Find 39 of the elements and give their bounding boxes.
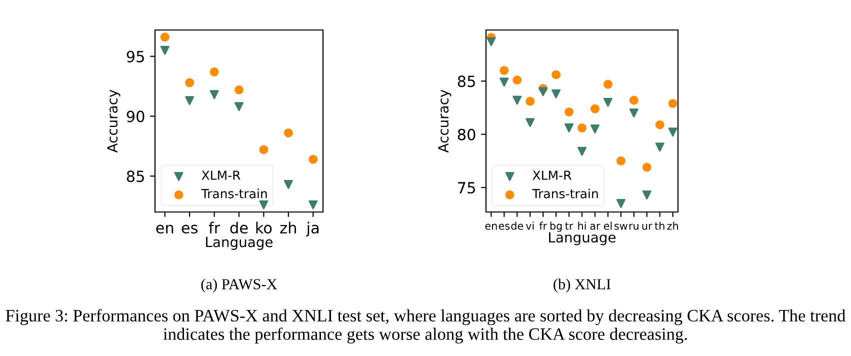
x-tick-label: ko xyxy=(256,222,272,234)
x-tick-label: el xyxy=(604,222,612,230)
legend-label: Trans-train xyxy=(532,188,598,198)
y-tick-label: 90 xyxy=(126,110,144,122)
x-axis-title: Language xyxy=(206,236,273,250)
caption: Figure 3: Performances on PAWS-X and XNLI test set, where languages are sorted by decreasing CKA scores. The trend indicates the performance gets worse along with the CKA score decreasing. xyxy=(6,309,846,344)
x-tick-label: ar xyxy=(590,224,600,230)
x-tick-label: zh xyxy=(280,222,296,234)
y-tick-label: 80 xyxy=(458,128,476,140)
text: (b) XNLI xyxy=(554,278,611,292)
x-tick-label: zh xyxy=(667,222,678,230)
x-tick-label: de xyxy=(511,222,524,230)
x-tick-label: tr xyxy=(565,222,574,230)
x-tick-label: bg xyxy=(550,222,562,232)
y-tick-label: 95 xyxy=(126,50,144,62)
legend-label: XLM-R xyxy=(202,170,240,180)
y-axis-title: Accuracy xyxy=(107,90,120,153)
x-tick-label: es xyxy=(498,224,510,230)
legend-label: Trans-train xyxy=(201,188,267,198)
x-tick-label: ur xyxy=(642,224,652,230)
x-tick-label: ja xyxy=(306,222,319,237)
y-tick-label: 85 xyxy=(126,170,144,182)
x-tick-label: sw xyxy=(614,224,628,230)
x-tick-label: fr xyxy=(208,222,220,234)
x-tick-label: fr xyxy=(539,222,548,230)
x-tick-label: hi xyxy=(578,222,586,230)
x-tick-label: en xyxy=(156,224,174,234)
x-tick-label: de xyxy=(230,222,248,234)
text: (a) PAWS-X xyxy=(201,278,278,292)
x-tick-label: en xyxy=(485,224,497,230)
y-axis-title: Accuracy xyxy=(438,90,452,153)
x-tick-label: th xyxy=(654,222,664,230)
legend-label: XLM-R xyxy=(532,170,572,180)
x-tick-label: es xyxy=(182,224,198,234)
x-axis-title: Language xyxy=(549,232,616,246)
x-tick-label: vi xyxy=(526,222,534,230)
x-tick-label: ru xyxy=(629,224,638,230)
y-tick-label: 75 xyxy=(458,182,475,194)
y-tick-label: 85 xyxy=(458,76,475,88)
